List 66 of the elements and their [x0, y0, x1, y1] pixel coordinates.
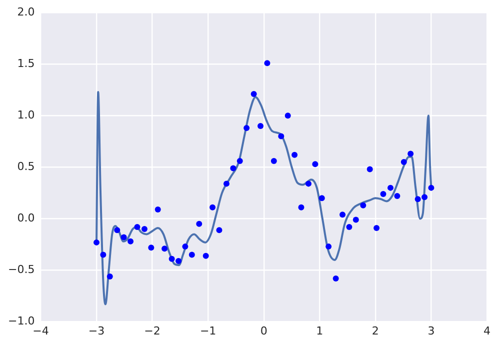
- point: [374, 225, 380, 232]
- point: [332, 276, 339, 282]
- point: [148, 244, 154, 251]
- point: [210, 204, 216, 210]
- point: [400, 159, 407, 166]
- point: [366, 166, 373, 172]
- point: [414, 196, 421, 202]
- y-tick-label: −1.0: [8, 314, 35, 328]
- point: [168, 256, 175, 262]
- point: [236, 158, 243, 164]
- point: [128, 238, 134, 244]
- x-tick-label: −1: [200, 324, 216, 338]
- y-tick-label: 0.5: [17, 160, 35, 174]
- point: [230, 165, 236, 172]
- point: [202, 252, 209, 259]
- x-tick-label: 1: [316, 324, 324, 338]
- point: [394, 193, 400, 200]
- point: [120, 234, 127, 240]
- point: [216, 227, 222, 234]
- point: [162, 246, 168, 252]
- point: [176, 258, 182, 264]
- point: [93, 239, 100, 246]
- point: [298, 204, 304, 210]
- point: [258, 122, 264, 129]
- point: [114, 227, 120, 234]
- point: [100, 252, 106, 258]
- point: [318, 195, 325, 202]
- y-tick-label: 1.5: [17, 56, 35, 70]
- y-tick-label: 1.0: [17, 108, 35, 122]
- point: [278, 133, 284, 140]
- point: [270, 158, 277, 164]
- point: [292, 152, 298, 158]
- point: [182, 244, 188, 250]
- point: [188, 252, 195, 258]
- x-tick-label: 0: [260, 324, 268, 338]
- point: [223, 180, 230, 187]
- point: [134, 224, 140, 230]
- point: [250, 91, 257, 98]
- point: [106, 273, 113, 280]
- y-tick-label: 2.0: [17, 5, 35, 18]
- point: [352, 216, 359, 223]
- point: [408, 150, 414, 157]
- point: [380, 191, 386, 197]
- x-tick-label: −3: [88, 324, 105, 338]
- point: [284, 112, 291, 119]
- point: [196, 220, 202, 227]
- x-tick-label: 4: [484, 324, 490, 338]
- point: [428, 184, 434, 191]
- point: [387, 184, 394, 191]
- x-tick-label: −2: [144, 324, 160, 338]
- point: [360, 202, 366, 208]
- x-tick-label: 2: [372, 324, 379, 338]
- y-tick-label: −0.5: [8, 263, 35, 276]
- point: [141, 226, 148, 232]
- point: [326, 244, 332, 250]
- point: [244, 125, 250, 132]
- point: [312, 161, 318, 168]
- x-tick-label: 3: [428, 324, 435, 338]
- y-tick-label: 0.0: [17, 212, 35, 225]
- point: [340, 212, 346, 218]
- point: [305, 180, 312, 187]
- point: [346, 224, 352, 230]
- point: [154, 206, 161, 212]
- point: [422, 194, 428, 200]
- point: [264, 60, 270, 66]
- x-tick-label: −4: [32, 324, 49, 338]
